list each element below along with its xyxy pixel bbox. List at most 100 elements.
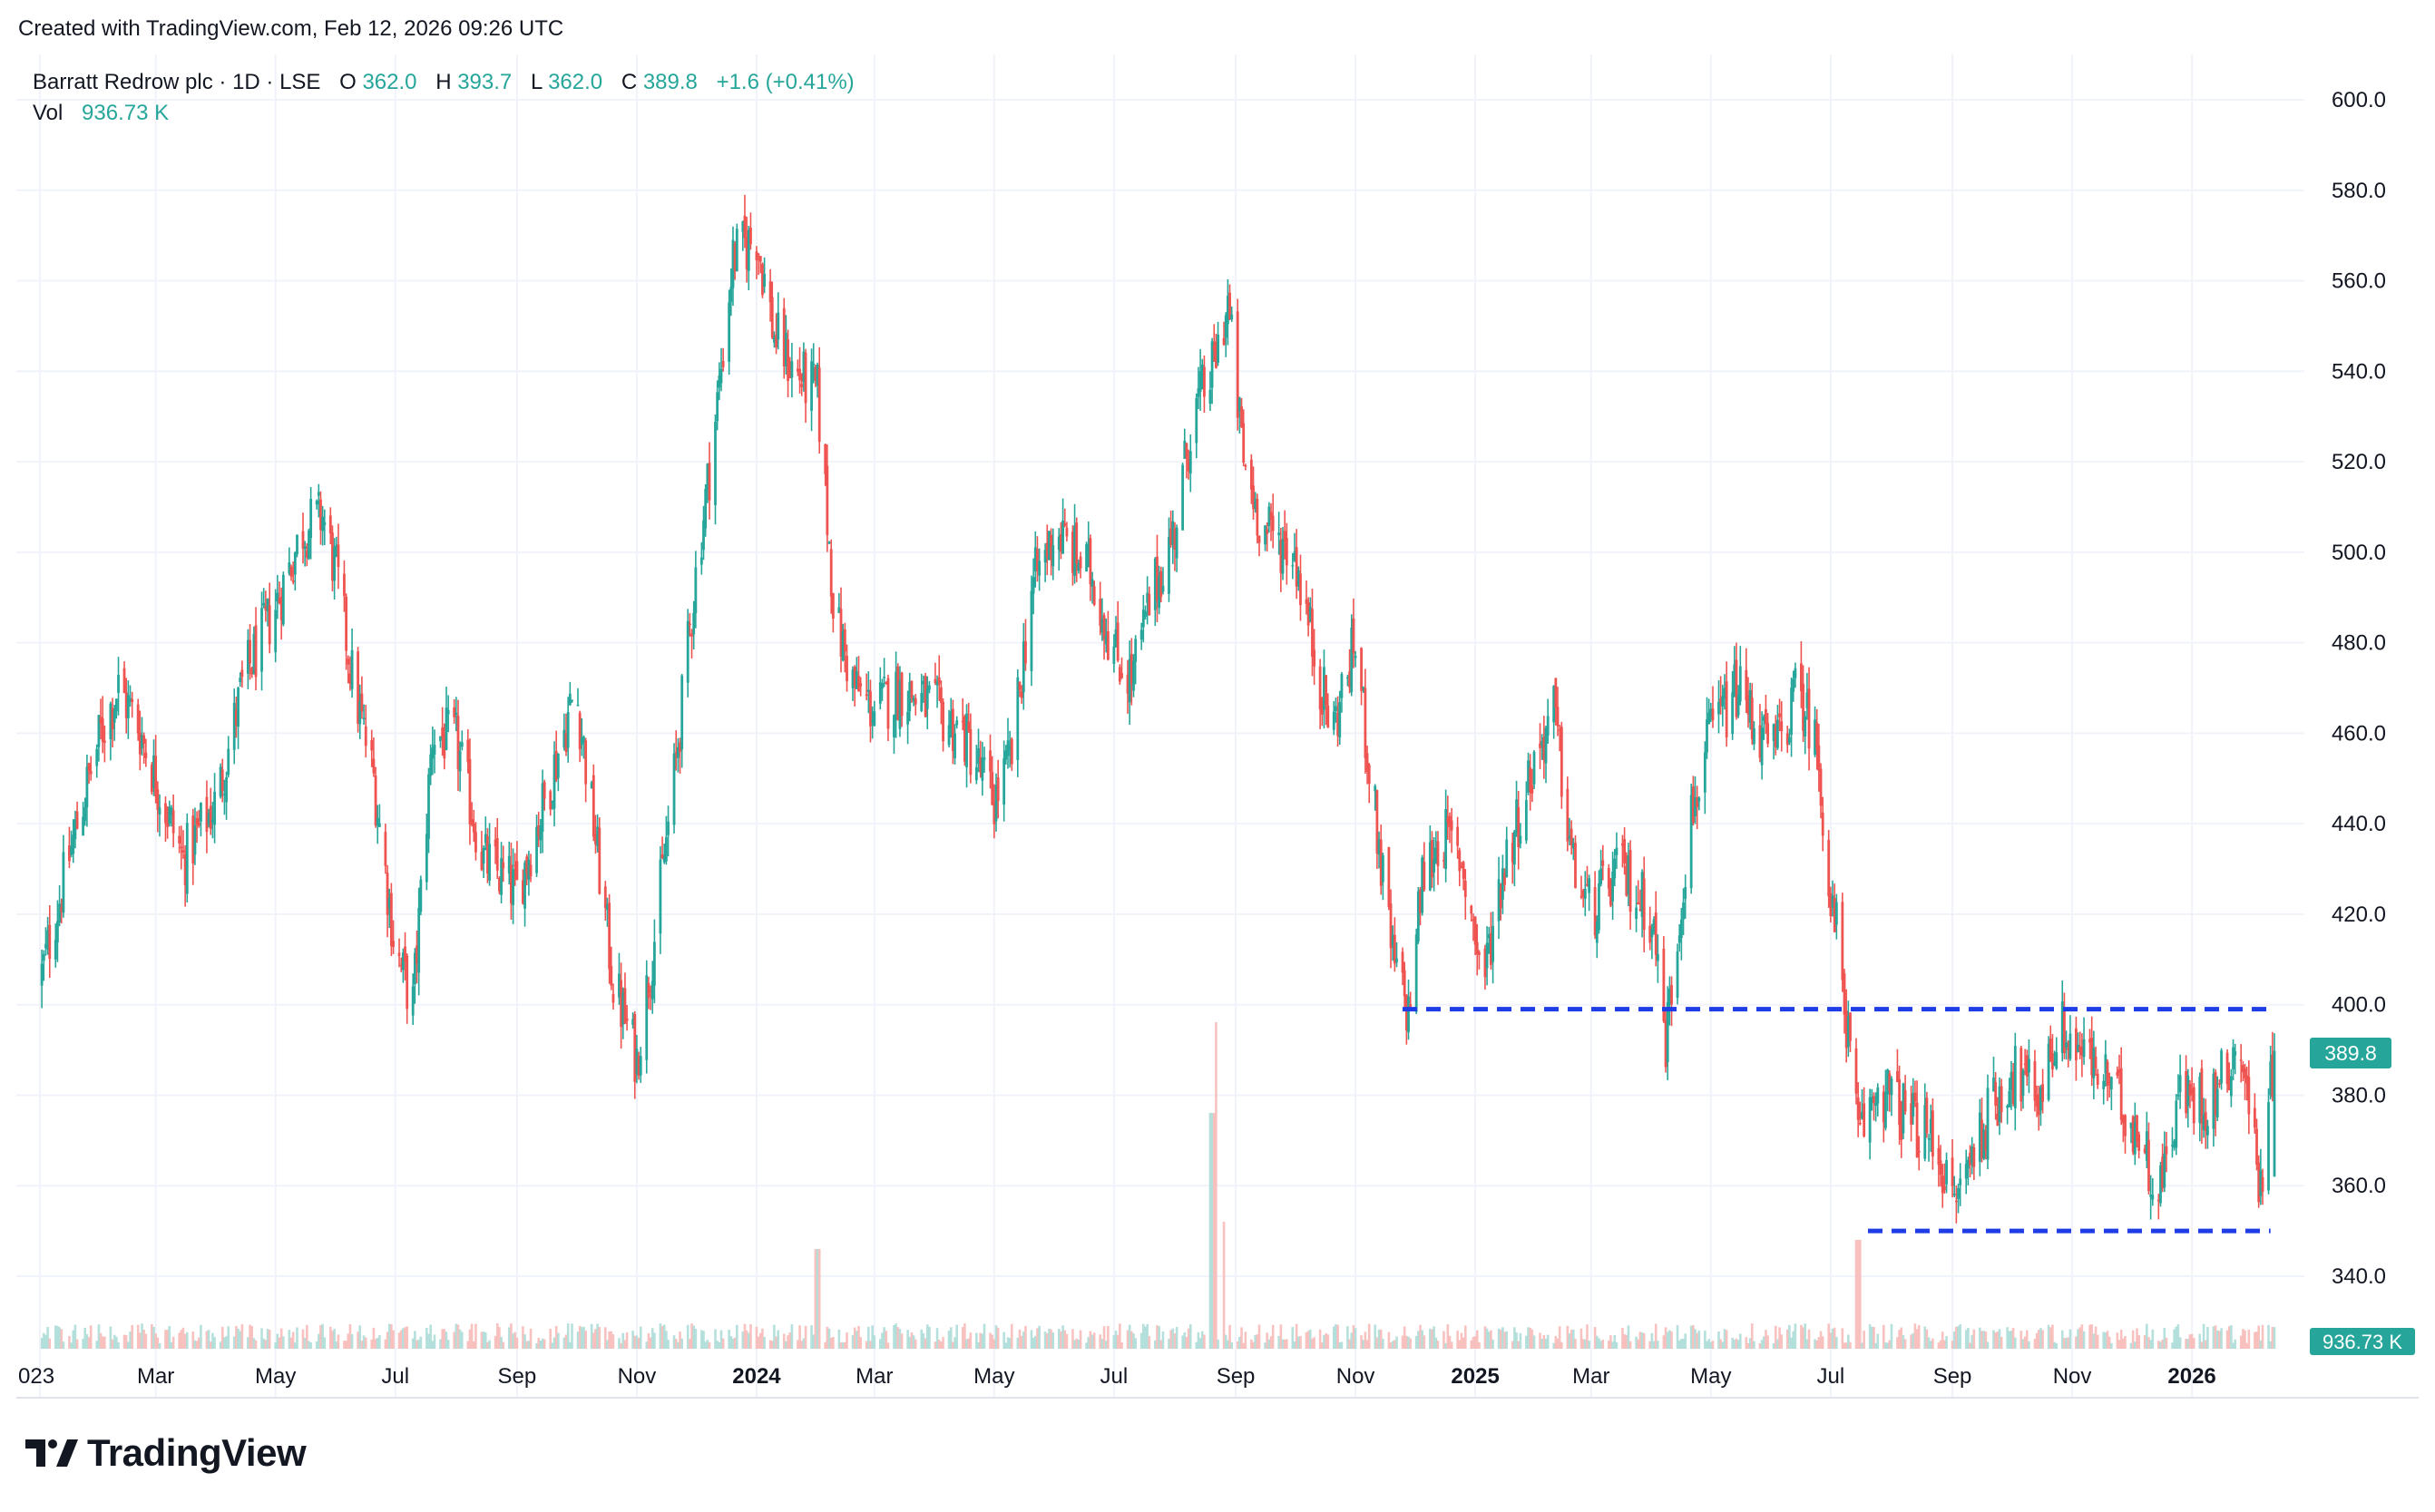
candle-body bbox=[1271, 515, 1275, 532]
volume-bar bbox=[2060, 1330, 2064, 1349]
candlesticks[interactable] bbox=[40, 194, 2276, 1224]
volume-bar bbox=[1269, 1336, 1273, 1349]
volume-bar bbox=[879, 1339, 882, 1349]
candle-body bbox=[1187, 458, 1190, 472]
volume-bar bbox=[1433, 1326, 1435, 1349]
candle-body bbox=[802, 351, 806, 382]
candle-body bbox=[618, 973, 621, 998]
volume-bar bbox=[1311, 1338, 1314, 1349]
candle-body bbox=[417, 907, 421, 973]
volume-bar bbox=[2259, 1340, 2263, 1349]
volume-bar bbox=[1607, 1340, 1610, 1349]
tradingview-logo[interactable]: TradingView bbox=[25, 1431, 307, 1475]
volume-bar bbox=[637, 1337, 641, 1349]
candle-body bbox=[2198, 1077, 2202, 1123]
volume-bar bbox=[1625, 1334, 1628, 1349]
volume-bar bbox=[1833, 1327, 1836, 1349]
volume-bar bbox=[195, 1341, 199, 1349]
candle-body bbox=[1458, 850, 1462, 872]
candle-body bbox=[507, 855, 511, 874]
volume-bar bbox=[1758, 1342, 1762, 1349]
volume-bar bbox=[775, 1336, 777, 1349]
volume-bar bbox=[2257, 1325, 2260, 1349]
time-axis[interactable]: 023 Mar May Jul Sep Nov 2024 Mar May Jul Sep Nov 202… bbox=[18, 1364, 2216, 1389]
volume-bar bbox=[1735, 1338, 1738, 1349]
volume-bar bbox=[1628, 1341, 1632, 1349]
candle-body bbox=[1159, 571, 1163, 598]
candle-body bbox=[1395, 958, 1398, 962]
volume-bar bbox=[306, 1324, 308, 1349]
candle-body bbox=[800, 384, 804, 387]
price-tick-label: 460.0 bbox=[2332, 721, 2386, 746]
volume-bar bbox=[1511, 1341, 1514, 1349]
candle-body bbox=[1679, 919, 1683, 938]
candle-body bbox=[1833, 898, 1836, 932]
candle-body bbox=[1957, 1188, 1960, 1199]
volume-bar bbox=[166, 1330, 169, 1349]
volume-bar bbox=[841, 1341, 845, 1349]
candle-body bbox=[2096, 1073, 2099, 1086]
volume-bar bbox=[2147, 1337, 2150, 1349]
candle-body bbox=[1829, 893, 1833, 917]
volume-bar bbox=[2185, 1339, 2187, 1349]
candle-body bbox=[474, 832, 477, 853]
candle-body bbox=[154, 756, 158, 796]
volume-bar bbox=[749, 1323, 752, 1349]
candle-body bbox=[967, 721, 971, 732]
volume-bar bbox=[621, 1332, 625, 1349]
volume-bar bbox=[289, 1337, 293, 1349]
volume-bar bbox=[1503, 1332, 1506, 1349]
time-tick-label: 2025 bbox=[1451, 1364, 1499, 1389]
candle-body bbox=[392, 941, 395, 948]
volume-bar bbox=[770, 1341, 774, 1349]
candle-body bbox=[1959, 1178, 1962, 1185]
volume-bar bbox=[757, 1336, 760, 1349]
volume-bar bbox=[1458, 1340, 1462, 1349]
candle-body bbox=[178, 835, 181, 844]
candle-body bbox=[2092, 1048, 2096, 1078]
volume-bar bbox=[2146, 1323, 2148, 1349]
volume-bar bbox=[1738, 1333, 1742, 1349]
volume-bar bbox=[908, 1337, 912, 1349]
candle-body bbox=[2185, 1071, 2188, 1114]
volume-bar bbox=[1367, 1323, 1371, 1349]
candle-body bbox=[54, 940, 57, 960]
volume-bar bbox=[1623, 1334, 1626, 1349]
volume-bar bbox=[1863, 1331, 1865, 1349]
volume-bar bbox=[453, 1332, 455, 1349]
candle-body bbox=[1195, 397, 1198, 444]
volume-bar bbox=[1281, 1339, 1285, 1349]
candle-body bbox=[2117, 1069, 2121, 1073]
candle-body bbox=[1318, 666, 1322, 710]
candle-body bbox=[937, 677, 941, 685]
volume-bar bbox=[399, 1330, 403, 1349]
volume-bar bbox=[768, 1340, 772, 1349]
candle-body bbox=[1428, 842, 1432, 891]
candle-body bbox=[494, 839, 497, 847]
volume-bar bbox=[610, 1331, 613, 1349]
volume-bar bbox=[171, 1336, 175, 1349]
volume-bar bbox=[1119, 1323, 1121, 1349]
volume-bar bbox=[1581, 1339, 1585, 1349]
volume-bar bbox=[404, 1327, 406, 1349]
volume-bar bbox=[554, 1325, 558, 1349]
trend-lines[interactable] bbox=[1403, 1007, 2274, 1234]
volume-bar bbox=[2175, 1326, 2178, 1349]
candle-body bbox=[1436, 841, 1440, 867]
volume-bar bbox=[2215, 1330, 2219, 1349]
candle-body bbox=[554, 750, 558, 780]
legend[interactable]: Barratt Redrow plc · 1D · LSE O 362.0 H … bbox=[33, 70, 855, 125]
volume-bar bbox=[2080, 1324, 2084, 1349]
candle-body bbox=[46, 930, 50, 950]
volume-bar bbox=[1898, 1330, 1901, 1349]
candle-body bbox=[1043, 550, 1047, 563]
volume-bar bbox=[935, 1328, 939, 1349]
volume-bar bbox=[832, 1337, 835, 1349]
volume-bar bbox=[810, 1325, 813, 1349]
candle-body bbox=[1915, 1102, 1919, 1158]
candle-body bbox=[871, 720, 875, 722]
candle-body bbox=[1279, 540, 1283, 573]
price-axis[interactable]: 600.0580.0560.0540.0520.0500.0480.0460.0… bbox=[2332, 88, 2386, 1289]
